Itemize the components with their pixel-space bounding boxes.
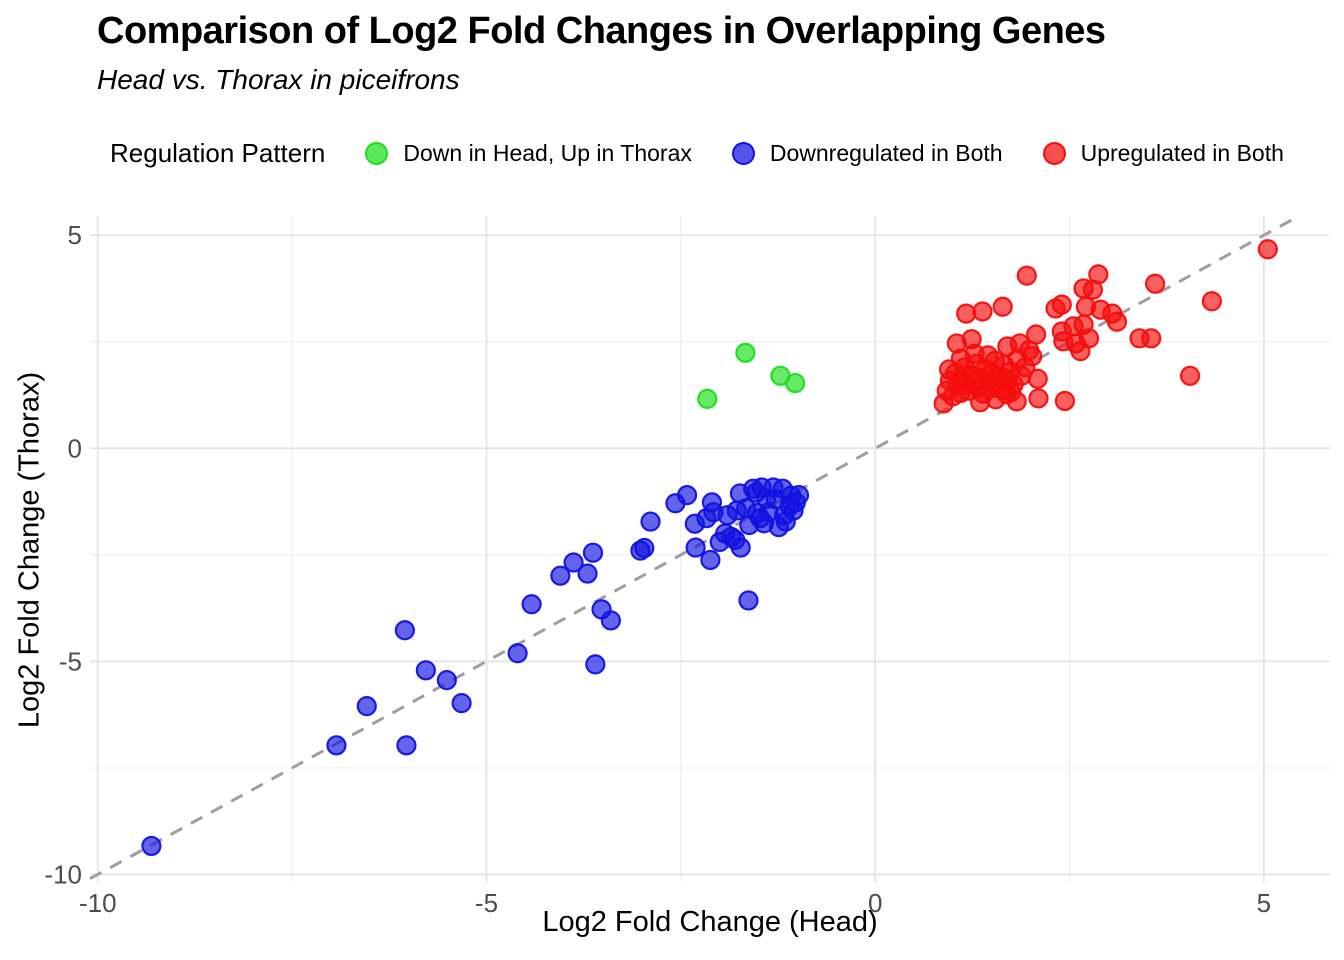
data-point xyxy=(550,565,571,586)
data-point xyxy=(582,542,604,563)
data-point xyxy=(141,835,162,857)
data-point xyxy=(735,342,756,363)
data-point xyxy=(451,693,472,714)
data-point xyxy=(396,735,417,756)
data-point xyxy=(1257,239,1278,260)
data-point xyxy=(972,301,993,322)
x-tick-label: 5 xyxy=(1257,888,1271,918)
data-point xyxy=(1028,388,1049,409)
data-point xyxy=(1073,278,1094,299)
legend-label: Down in Head, Up in Thorax xyxy=(403,139,692,166)
data-point xyxy=(507,643,528,664)
page-title: Comparison of Log2 Fold Changes in Overl… xyxy=(97,10,1106,52)
data-point xyxy=(676,485,698,506)
data-point xyxy=(436,670,457,691)
data-point xyxy=(1001,381,1022,403)
data-point xyxy=(326,735,347,756)
data-point xyxy=(730,537,751,558)
data-point xyxy=(785,372,806,394)
data-point xyxy=(697,388,718,409)
y-tick-label: 5 xyxy=(68,220,82,250)
data-point xyxy=(1144,273,1166,294)
x-axis-title: Log2 Fold Change (Head) xyxy=(542,906,878,938)
data-point xyxy=(738,590,759,611)
red-dot-icon xyxy=(1042,141,1066,165)
data-point xyxy=(1179,365,1201,386)
legend-label: Downregulated in Both xyxy=(769,139,1003,166)
legend-item-down-head-up-thorax: Down in Head, Up in Thorax xyxy=(365,140,692,167)
data-point xyxy=(1019,340,1040,361)
data-point xyxy=(1141,328,1162,349)
data-point xyxy=(1070,341,1091,362)
data-point xyxy=(1106,311,1128,332)
x-tick-label: 0 xyxy=(868,888,882,918)
data-point xyxy=(356,696,377,717)
data-point xyxy=(700,549,721,571)
data-point xyxy=(1015,357,1036,378)
legend-item-upregulated-both: Upregulated in Both xyxy=(1042,139,1284,167)
data-point xyxy=(394,620,415,641)
data-point xyxy=(1054,390,1075,412)
data-point xyxy=(563,552,584,573)
data-point xyxy=(1016,265,1037,286)
data-point xyxy=(521,594,542,615)
data-point xyxy=(1201,291,1222,312)
data-point xyxy=(415,660,436,681)
data-point xyxy=(1053,331,1074,352)
page-subtitle: Head vs. Thorax in piceifrons xyxy=(97,64,460,95)
y-tick-label: -10 xyxy=(44,859,82,889)
data-point xyxy=(1051,294,1072,315)
y-tick-label: -5 xyxy=(59,646,82,676)
data-point xyxy=(788,485,810,506)
legend-title: Regulation Pattern xyxy=(110,137,326,168)
x-tick-label: -10 xyxy=(79,888,117,918)
legend-item-downregulated-both: Downregulated in Both xyxy=(731,139,1003,167)
legend: Regulation Pattern Down in Head, Up in T… xyxy=(110,131,1324,175)
data-point xyxy=(685,537,706,558)
data-point xyxy=(577,563,598,584)
data-point xyxy=(600,610,621,631)
data-point xyxy=(938,359,960,380)
data-point xyxy=(970,392,991,413)
y-axis-title: Log2 Fold Change (Thorax) xyxy=(13,371,46,729)
blue-dot-icon xyxy=(731,141,755,165)
x-tick-label: -5 xyxy=(475,888,498,918)
green-dot-icon xyxy=(365,141,389,165)
data-point xyxy=(640,511,661,532)
data-point xyxy=(992,296,1013,317)
y-tick-label: 0 xyxy=(68,433,82,463)
data-point xyxy=(956,303,977,324)
data-point xyxy=(585,654,606,675)
data-point xyxy=(634,537,655,559)
legend-label: Upregulated in Both xyxy=(1080,139,1284,166)
